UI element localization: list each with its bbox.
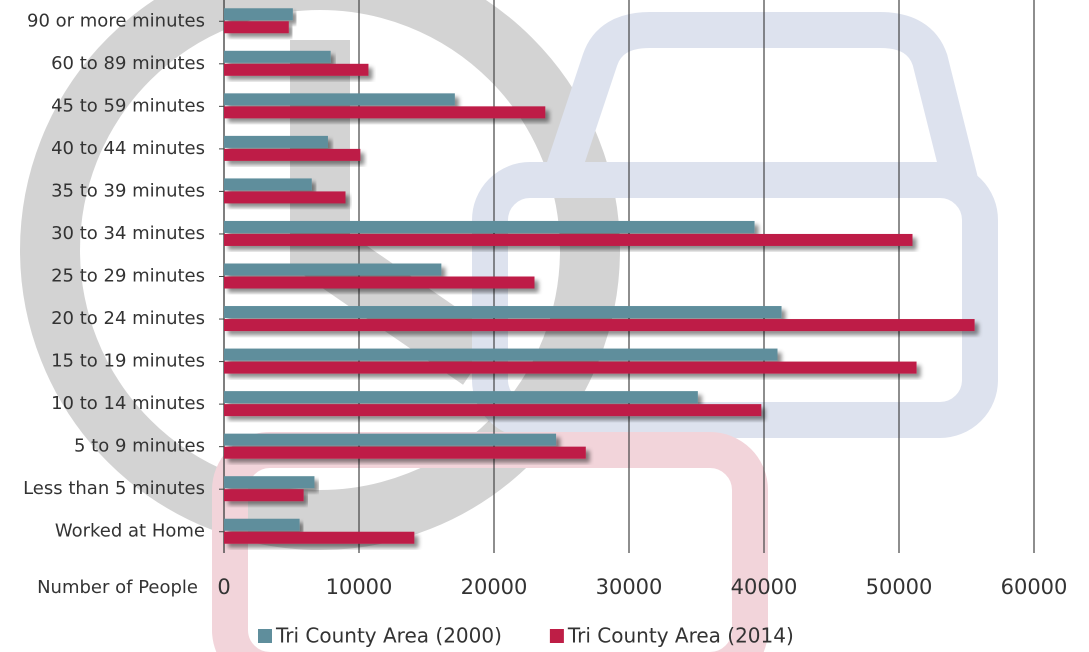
x-tick-label: 0 xyxy=(217,575,230,599)
x-tick-label: 10000 xyxy=(326,575,393,599)
y-tick-label: 90 or more minutes xyxy=(27,10,205,31)
bar xyxy=(224,191,346,203)
bar xyxy=(224,404,761,416)
bar xyxy=(224,8,293,20)
bar xyxy=(224,532,414,544)
chart: 0 10000 20000 30000 40000 50000 60000 90 or mor… xyxy=(0,0,1089,652)
bar xyxy=(224,306,782,318)
x-axis-title: Number of People xyxy=(37,577,198,598)
x-tick-label: 60000 xyxy=(1001,575,1068,599)
y-tick-label: 60 to 89 minutes xyxy=(51,53,205,74)
bar xyxy=(224,149,360,161)
bar xyxy=(224,434,556,446)
y-tick-label: 20 to 24 minutes xyxy=(51,308,205,329)
bar xyxy=(224,136,328,148)
bar xyxy=(224,447,586,459)
bar xyxy=(224,277,535,289)
y-tick-label: Less than 5 minutes xyxy=(23,478,205,499)
y-tick-label: 35 to 39 minutes xyxy=(51,180,205,201)
bar xyxy=(224,21,289,33)
x-tick-label: 50000 xyxy=(866,575,933,599)
y-tick-label: 5 to 9 minutes xyxy=(74,436,205,457)
legend-swatch xyxy=(258,629,272,643)
bar xyxy=(224,519,300,531)
bar xyxy=(224,51,331,63)
legend-label: Tri County Area (2014) xyxy=(567,624,794,648)
y-tick-label: Worked at Home xyxy=(55,521,205,542)
y-tick-label: 10 to 14 minutes xyxy=(51,393,205,414)
x-tick-label: 30000 xyxy=(596,575,663,599)
bar xyxy=(224,319,975,331)
bar xyxy=(224,178,312,190)
bar xyxy=(224,349,778,361)
bar xyxy=(224,93,455,105)
bar xyxy=(224,489,304,501)
bar xyxy=(224,234,913,246)
legend-label: Tri County Area (2000) xyxy=(275,624,502,648)
bar xyxy=(224,476,314,488)
y-tick-label: 30 to 34 minutes xyxy=(51,223,205,244)
x-tick-label: 40000 xyxy=(731,575,798,599)
bar xyxy=(224,362,917,374)
bar xyxy=(224,221,755,233)
y-tick-label: 40 to 44 minutes xyxy=(51,138,205,159)
legend-swatch xyxy=(550,629,564,643)
y-tick-label: 15 to 19 minutes xyxy=(51,351,205,372)
y-tick-label: 25 to 29 minutes xyxy=(51,266,205,287)
x-tick-label: 20000 xyxy=(461,575,528,599)
bar xyxy=(224,391,698,403)
y-tick-label: 45 to 59 minutes xyxy=(51,95,205,116)
bar xyxy=(224,264,441,276)
bar xyxy=(224,64,368,76)
bar xyxy=(224,106,545,118)
